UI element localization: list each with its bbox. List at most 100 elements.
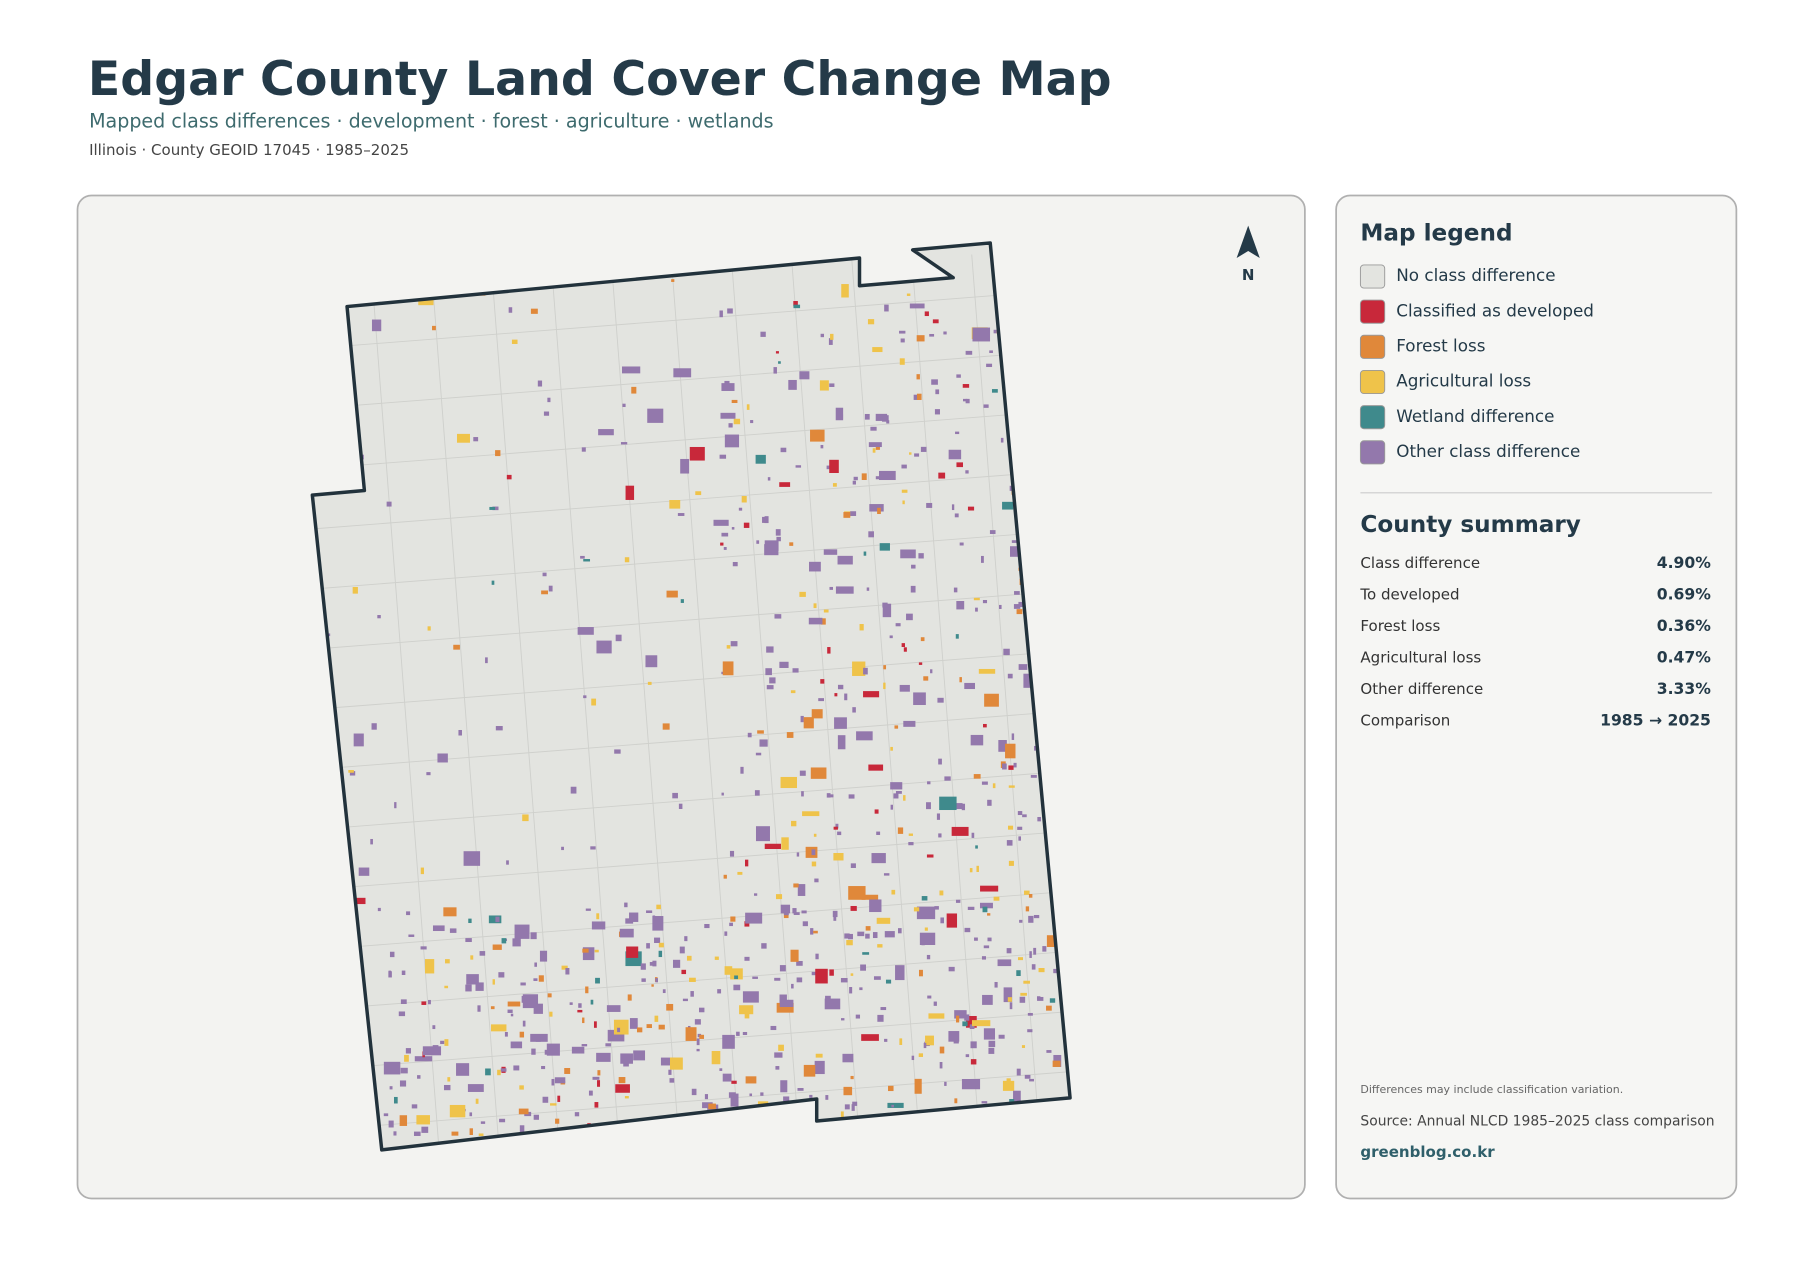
change-patch	[555, 1118, 560, 1124]
change-patch	[623, 1062, 629, 1067]
change-patch	[848, 933, 853, 940]
change-patch	[475, 1098, 479, 1104]
change-patch	[864, 413, 870, 420]
change-patch	[1006, 948, 1012, 954]
change-patch	[954, 803, 963, 810]
legend-panel	[1335, 194, 1738, 1200]
change-patch	[554, 1077, 566, 1084]
change-patch	[654, 1015, 659, 1022]
change-patch	[970, 734, 984, 746]
change-patch	[530, 1033, 548, 1042]
change-patch	[833, 916, 837, 921]
change-patch	[383, 1061, 401, 1075]
change-patch	[1007, 997, 1012, 1002]
change-patch	[793, 304, 801, 309]
change-patch	[938, 833, 942, 838]
change-patch	[868, 764, 884, 771]
change-patch	[801, 910, 807, 914]
change-patch	[832, 483, 837, 487]
change-patch	[426, 772, 431, 776]
change-patch	[570, 786, 577, 794]
change-patch	[901, 643, 906, 647]
change-patch	[590, 846, 596, 850]
change-patch	[970, 1041, 977, 1049]
change-patch	[468, 918, 472, 924]
change-patch	[799, 770, 806, 776]
change-patch	[939, 1061, 943, 1069]
change-patch	[729, 850, 735, 857]
change-patch	[577, 627, 594, 635]
change-patch	[880, 1007, 887, 1011]
change-patch	[1003, 648, 1010, 656]
change-patch	[1053, 968, 1058, 974]
change-patch	[856, 731, 873, 741]
change-patch	[689, 977, 696, 982]
change-patch	[830, 333, 834, 340]
legend-label: Other class difference	[1396, 441, 1580, 461]
change-patch	[1019, 919, 1023, 923]
change-patch	[780, 1080, 788, 1093]
footer-link[interactable]: greenblog.co.kr	[1360, 1143, 1495, 1161]
change-patch	[982, 994, 993, 1005]
change-patch	[796, 852, 800, 857]
change-patch	[353, 733, 364, 747]
change-patch	[672, 792, 678, 799]
change-patch	[467, 1084, 484, 1092]
change-patch	[740, 766, 744, 774]
change-patch	[835, 586, 854, 594]
change-patch	[1042, 946, 1047, 952]
change-patch	[713, 519, 729, 526]
change-patch	[857, 931, 865, 937]
change-patch	[585, 908, 591, 911]
change-patch	[814, 1060, 825, 1075]
change-patch	[533, 1114, 539, 1120]
change-patch	[879, 470, 896, 481]
change-patch	[1007, 673, 1013, 679]
change-patch	[961, 803, 966, 811]
change-patch	[956, 374, 961, 378]
change-patch	[565, 968, 570, 975]
change-patch	[766, 646, 774, 653]
change-patch	[860, 964, 866, 971]
change-patch	[914, 1078, 922, 1094]
change-patch	[479, 951, 486, 956]
change-patch	[755, 454, 766, 464]
change-patch	[987, 937, 992, 942]
north-label: N	[1242, 266, 1255, 284]
change-patch	[1017, 957, 1024, 961]
change-patch	[1002, 763, 1007, 770]
change-patch	[962, 1021, 968, 1027]
change-patch	[371, 319, 382, 332]
change-patch	[903, 720, 916, 727]
change-patch	[832, 910, 838, 918]
change-patch	[564, 1068, 571, 1074]
change-patch	[969, 1024, 975, 1030]
change-patch	[849, 987, 853, 994]
change-patch	[770, 1025, 777, 1031]
change-patch	[399, 1115, 408, 1126]
change-patch	[741, 496, 747, 503]
change-patch	[583, 559, 591, 562]
change-patch	[1002, 501, 1014, 510]
change-patch	[997, 959, 1012, 967]
change-patch	[861, 894, 879, 900]
change-patch	[513, 1065, 520, 1071]
change-patch	[629, 912, 639, 922]
change-patch	[371, 723, 377, 730]
change-patch	[914, 453, 920, 457]
change-patch	[720, 412, 736, 419]
change-patch	[893, 793, 899, 799]
change-patch	[890, 804, 894, 810]
change-patch	[964, 927, 971, 933]
change-patch	[895, 965, 905, 981]
change-patch	[1013, 762, 1017, 768]
change-patch	[596, 640, 612, 654]
change-patch	[1030, 774, 1037, 778]
change-patch	[625, 485, 635, 500]
change-patch	[929, 333, 935, 337]
change-patch	[684, 936, 688, 942]
change-patch	[932, 319, 939, 324]
change-patch	[906, 613, 913, 621]
change-patch	[428, 999, 431, 1005]
change-patch	[913, 394, 919, 400]
